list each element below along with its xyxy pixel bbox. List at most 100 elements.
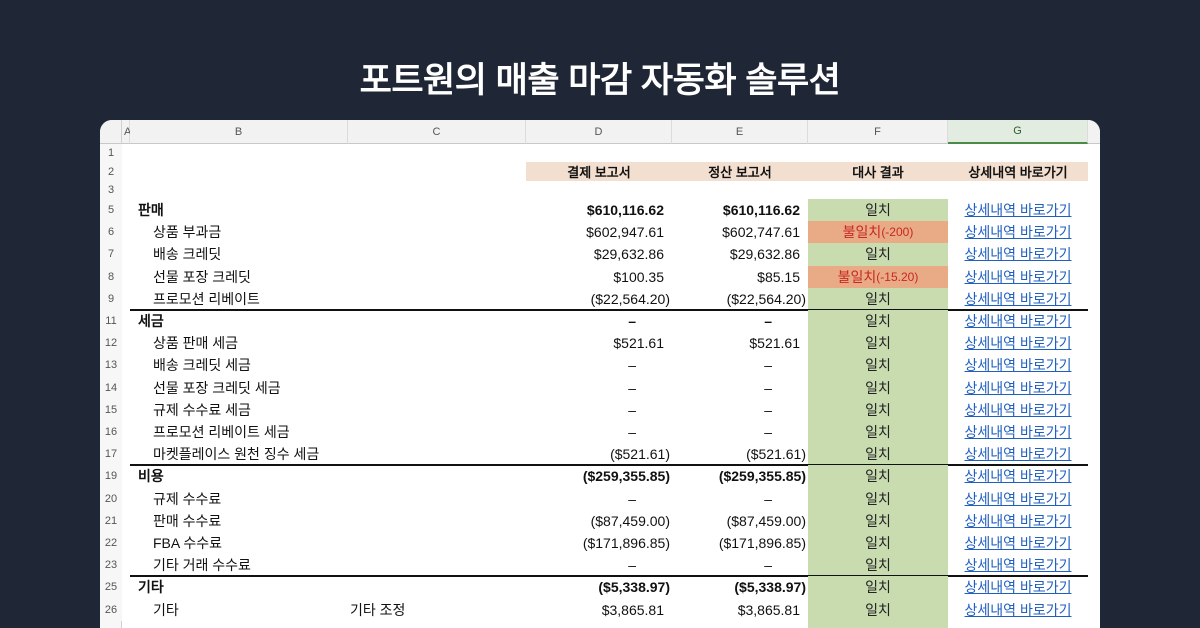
result-text: 불일치	[837, 268, 877, 285]
reconcile-result: 일치	[808, 199, 948, 222]
detail-link[interactable]: 상세내역 바로가기	[964, 246, 1072, 263]
row-label: 프로모션 리베이트	[153, 290, 260, 307]
detail-link[interactable]: 상세내역 바로가기	[964, 579, 1072, 596]
row-label: 판매 수수료	[153, 512, 222, 529]
result-text: 일치	[865, 424, 891, 441]
reconcile-result: 일치	[808, 243, 948, 266]
detail-link[interactable]: 상세내역 바로가기	[964, 335, 1072, 352]
detail-link[interactable]: 상세내역 바로가기	[964, 424, 1072, 441]
row-label: FBA 수수료	[153, 535, 222, 552]
settlement-amount: $85.15	[757, 268, 800, 285]
reconcile-result: 일치	[808, 465, 948, 488]
payment-amount: ($259,355.85)	[582, 468, 670, 485]
detail-link[interactable]: 상세내역 바로가기	[964, 202, 1072, 219]
settlement-amount: $602,747.61	[722, 224, 800, 241]
detail-link[interactable]: 상세내역 바로가기	[964, 313, 1072, 330]
payment-amount: ($5,338.97)	[598, 579, 670, 596]
row-number: 7	[100, 243, 122, 266]
reconcile-result: 일치	[808, 443, 948, 466]
row-label: 프로모션 리베이트 세금	[153, 424, 290, 441]
payment-amount: –	[628, 424, 636, 441]
detail-link[interactable]: 상세내역 바로가기	[964, 512, 1072, 529]
section-border	[130, 309, 1088, 311]
detail-link[interactable]: 상세내역 바로가기	[964, 535, 1072, 552]
row-label: 선물 포장 크레딧 세금	[153, 379, 281, 396]
reconcile-result: 일치	[808, 598, 948, 621]
settlement-amount: ($5,338.97)	[734, 579, 806, 596]
payment-amount: $521.61	[613, 335, 664, 352]
reconcile-result: 일치	[808, 332, 948, 355]
row-number: 21	[100, 509, 122, 532]
reconcile-result: 일치	[808, 576, 948, 599]
detail-link[interactable]: 상세내역 바로가기	[964, 379, 1072, 396]
settlement-amount: $29,632.86	[729, 246, 800, 263]
reconcile-result: 일치	[808, 310, 948, 333]
detail-link[interactable]: 상세내역 바로가기	[964, 290, 1072, 307]
detail-link[interactable]: 상세내역 바로가기	[964, 268, 1072, 285]
row-label: 세금	[138, 313, 164, 330]
settlement-amount: ($521.61)	[746, 446, 806, 463]
row-number: 2	[100, 162, 122, 181]
result-text: 일치	[865, 512, 891, 529]
row-number: 16	[100, 421, 122, 444]
reconcile-result: 일치	[808, 354, 948, 377]
detail-link[interactable]: 상세내역 바로가기	[964, 357, 1072, 374]
payment-amount: –	[628, 313, 636, 330]
row-number: 9	[100, 287, 122, 310]
reconcile-result: 일치	[808, 398, 948, 421]
settlement-amount: ($87,459.00)	[726, 512, 806, 529]
detail-link[interactable]: 상세내역 바로가기	[964, 401, 1072, 418]
result-text: 일치	[865, 335, 891, 352]
row-number: 8	[100, 265, 122, 288]
row-number: 1	[100, 144, 122, 162]
payment-amount: –	[628, 357, 636, 374]
result-text: 일치	[865, 401, 891, 418]
row-number: 5	[100, 199, 122, 222]
settlement-amount: –	[764, 490, 772, 507]
detail-link[interactable]: 상세내역 바로가기	[964, 446, 1072, 463]
reconcile-result: 일치	[808, 421, 948, 444]
settlement-amount: –	[764, 401, 772, 418]
row-number: 25	[100, 576, 122, 599]
result-text: 일치	[865, 468, 891, 485]
result-text: 일치	[865, 313, 891, 330]
result-text: 일치	[865, 579, 891, 596]
column-header: E	[672, 120, 808, 144]
detail-link[interactable]: 상세내역 바로가기	[964, 224, 1072, 241]
column-header: C	[348, 120, 526, 144]
column-header: B	[130, 120, 348, 144]
reconcile-result: 일치	[808, 532, 948, 555]
settlement-amount: ($171,896.85)	[718, 535, 806, 552]
row-label: 마켓플레이스 원천 징수 세금	[153, 446, 320, 463]
row-number: 19	[100, 465, 122, 488]
row-label: 기타	[138, 579, 164, 596]
row-label: 판매	[138, 202, 164, 219]
result-text: 일치	[865, 490, 891, 507]
column-header: D	[526, 120, 672, 144]
result-diff: (-200)	[881, 225, 914, 240]
row-number: 22	[100, 532, 122, 555]
payment-amount: $3,865.81	[601, 601, 664, 618]
detail-link[interactable]: 상세내역 바로가기	[964, 468, 1072, 485]
result-text: 일치	[865, 357, 891, 374]
result-text: 일치	[865, 601, 891, 618]
row-number: 23	[100, 554, 122, 577]
payment-amount: ($87,459.00)	[590, 512, 670, 529]
settlement-amount: –	[764, 379, 772, 396]
reconcile-result: 불일치 (-15.20)	[808, 265, 948, 288]
payment-amount: ($171,896.85)	[582, 535, 670, 552]
settlement-amount: –	[764, 313, 772, 330]
reconcile-result: 불일치 (-200)	[808, 221, 948, 244]
column-header-rest	[1088, 120, 1100, 144]
payment-amount: ($521.61)	[610, 446, 670, 463]
detail-link[interactable]: 상세내역 바로가기	[964, 490, 1072, 507]
header-cell: 대사 결과	[808, 162, 948, 181]
detail-link[interactable]: 상세내역 바로가기	[964, 557, 1072, 574]
detail-link[interactable]: 상세내역 바로가기	[964, 601, 1072, 618]
row-number: 6	[100, 221, 122, 244]
row-note: 기타 조정	[350, 601, 406, 618]
result-text: 일치	[865, 535, 891, 552]
row-label: 기타	[153, 601, 179, 618]
row-number: 17	[100, 443, 122, 466]
